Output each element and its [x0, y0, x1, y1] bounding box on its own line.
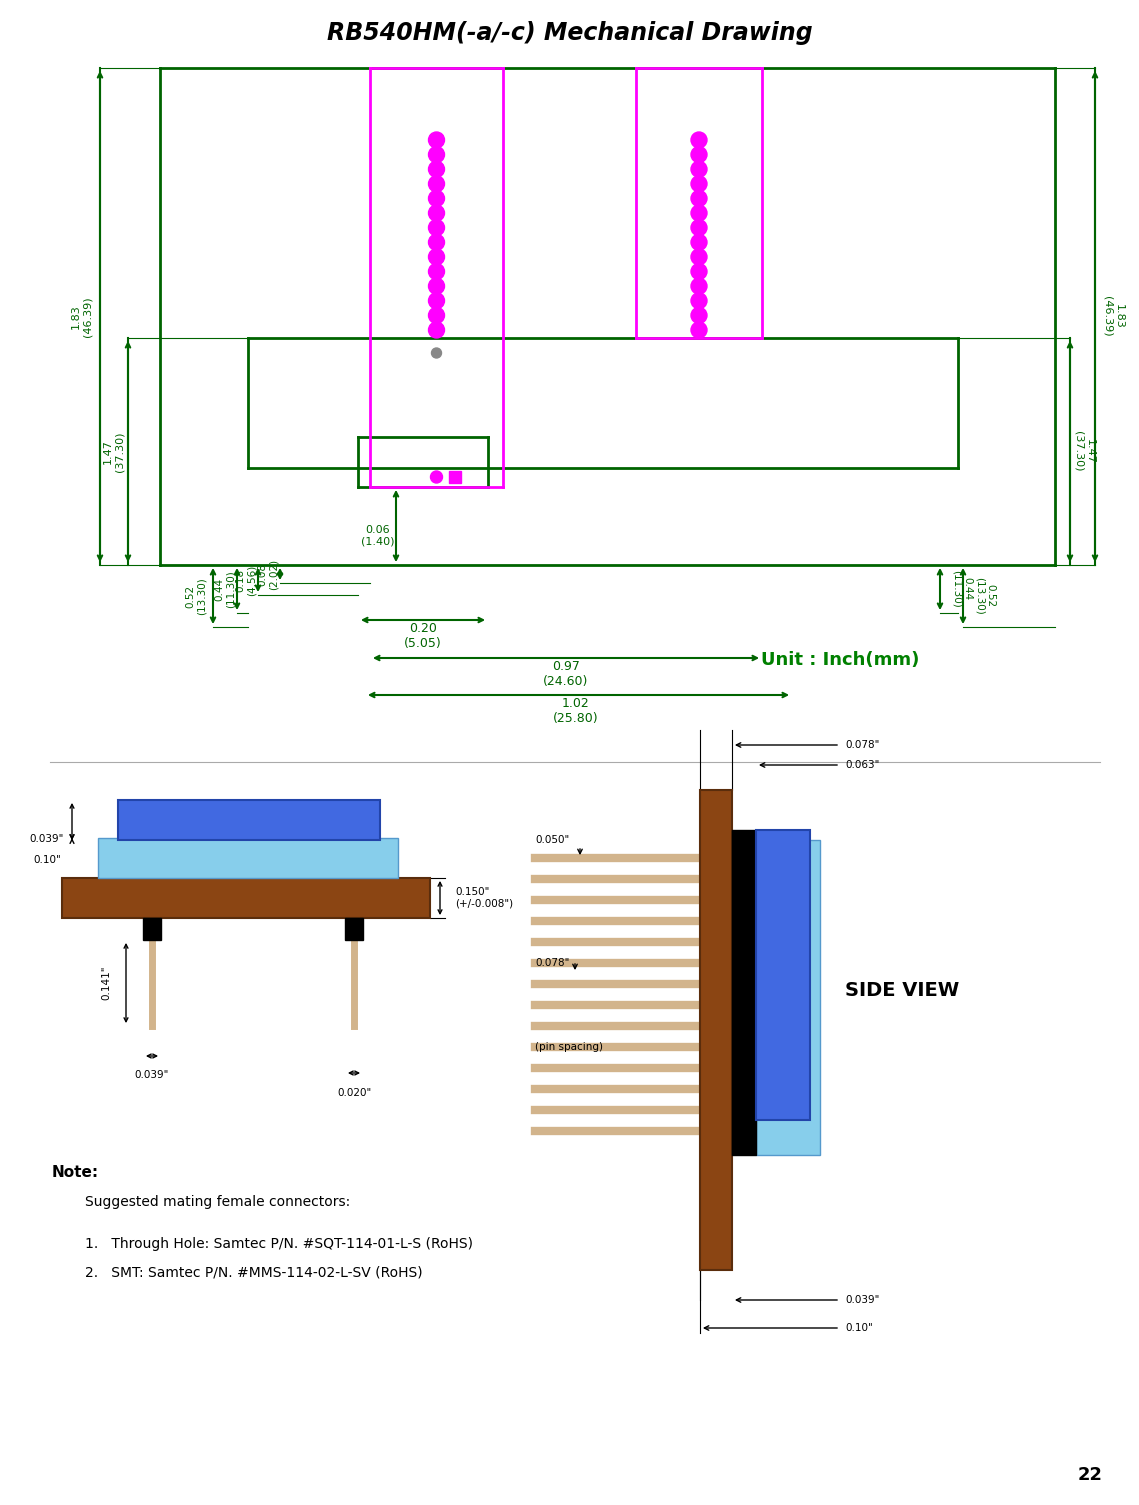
Text: 0.150"
(+/-0.008"): 0.150" (+/-0.008") [454, 888, 514, 909]
Circle shape [428, 293, 444, 309]
Circle shape [691, 322, 707, 339]
Bar [756, 840, 820, 1154]
Circle shape [691, 146, 707, 163]
Text: 0.141": 0.141" [101, 966, 110, 1001]
Bar [118, 801, 380, 840]
Circle shape [428, 263, 444, 280]
Circle shape [691, 307, 707, 324]
Bar [449, 471, 460, 483]
Text: 0.44
(11.30): 0.44 (11.30) [951, 570, 973, 608]
Text: 1.02
(25.80): 1.02 (25.80) [554, 697, 599, 725]
Bar [98, 838, 398, 877]
Text: 1.47
(37.30): 1.47 (37.30) [1073, 432, 1095, 471]
Text: Unit : Inch(mm): Unit : Inch(mm) [761, 652, 919, 670]
Circle shape [691, 293, 707, 309]
Circle shape [691, 205, 707, 221]
Text: 22: 22 [1077, 1466, 1103, 1484]
Circle shape [691, 235, 707, 250]
Circle shape [691, 248, 707, 265]
Text: 0.08
(2.02): 0.08 (2.02) [257, 558, 279, 590]
Bar [700, 790, 732, 1270]
Text: 0.10": 0.10" [845, 1323, 872, 1333]
Text: 0.050": 0.050" [535, 835, 570, 844]
Text: 1.47
(37.30): 1.47 (37.30) [104, 432, 125, 471]
Circle shape [428, 278, 444, 293]
Text: 0.039": 0.039" [134, 1070, 170, 1081]
Text: 0.20
(5.05): 0.20 (5.05) [404, 622, 442, 650]
Circle shape [428, 220, 444, 236]
Text: 0.078": 0.078" [535, 959, 570, 968]
Bar [62, 877, 431, 918]
Text: Suggested mating female connectors:: Suggested mating female connectors: [85, 1195, 351, 1209]
Circle shape [691, 176, 707, 191]
Text: 0.44
(11.30): 0.44 (11.30) [214, 570, 236, 608]
Text: 0.039": 0.039" [30, 834, 64, 844]
Circle shape [428, 191, 444, 206]
Text: 1.83
(46.39): 1.83 (46.39) [72, 296, 92, 337]
Circle shape [428, 161, 444, 178]
Circle shape [691, 220, 707, 236]
Text: 0.18
(4.56): 0.18 (4.56) [235, 564, 256, 596]
Circle shape [691, 263, 707, 280]
Text: 0.06
(1.40): 0.06 (1.40) [361, 525, 395, 546]
Bar [756, 829, 810, 1120]
Text: 0.078": 0.078" [845, 740, 879, 749]
Text: 1.83
(46.39): 1.83 (46.39) [1103, 296, 1124, 337]
Circle shape [691, 132, 707, 147]
Text: Note:: Note: [52, 1165, 99, 1180]
Text: 0.063": 0.063" [845, 760, 879, 771]
Text: 0.52
(13.30): 0.52 (13.30) [974, 576, 995, 616]
Circle shape [428, 322, 444, 339]
Text: 0.97
(24.60): 0.97 (24.60) [543, 661, 589, 688]
Text: 0.039": 0.039" [845, 1294, 879, 1305]
Text: SIDE VIEW: SIDE VIEW [845, 980, 959, 999]
Text: 0.52
(13.30): 0.52 (13.30) [186, 576, 207, 616]
Circle shape [428, 146, 444, 163]
Circle shape [428, 205, 444, 221]
Circle shape [428, 248, 444, 265]
Circle shape [428, 176, 444, 191]
Circle shape [691, 191, 707, 206]
Text: 2.   SMT: Samtec P/N. #MMS-114-02-L-SV (RoHS): 2. SMT: Samtec P/N. #MMS-114-02-L-SV (Ro… [85, 1266, 423, 1279]
Bar [345, 918, 363, 941]
Text: 0.10": 0.10" [33, 855, 60, 865]
Circle shape [691, 278, 707, 293]
Circle shape [431, 471, 442, 483]
Text: 0.020": 0.020" [337, 1088, 371, 1099]
Circle shape [432, 348, 442, 358]
Bar [144, 918, 161, 941]
Text: RB540HM(-a/-c) Mechanical Drawing: RB540HM(-a/-c) Mechanical Drawing [327, 21, 813, 45]
Text: SIDE VIEW: SIDE VIEW [192, 816, 308, 834]
Circle shape [691, 161, 707, 178]
Circle shape [428, 235, 444, 250]
Circle shape [428, 307, 444, 324]
Text: (pin spacing): (pin spacing) [535, 1041, 603, 1052]
Circle shape [428, 132, 444, 147]
Text: 1.   Through Hole: Samtec P/N. #SQT-114-01-L-S (RoHS): 1. Through Hole: Samtec P/N. #SQT-114-01… [85, 1237, 473, 1251]
Bar [732, 829, 756, 1154]
